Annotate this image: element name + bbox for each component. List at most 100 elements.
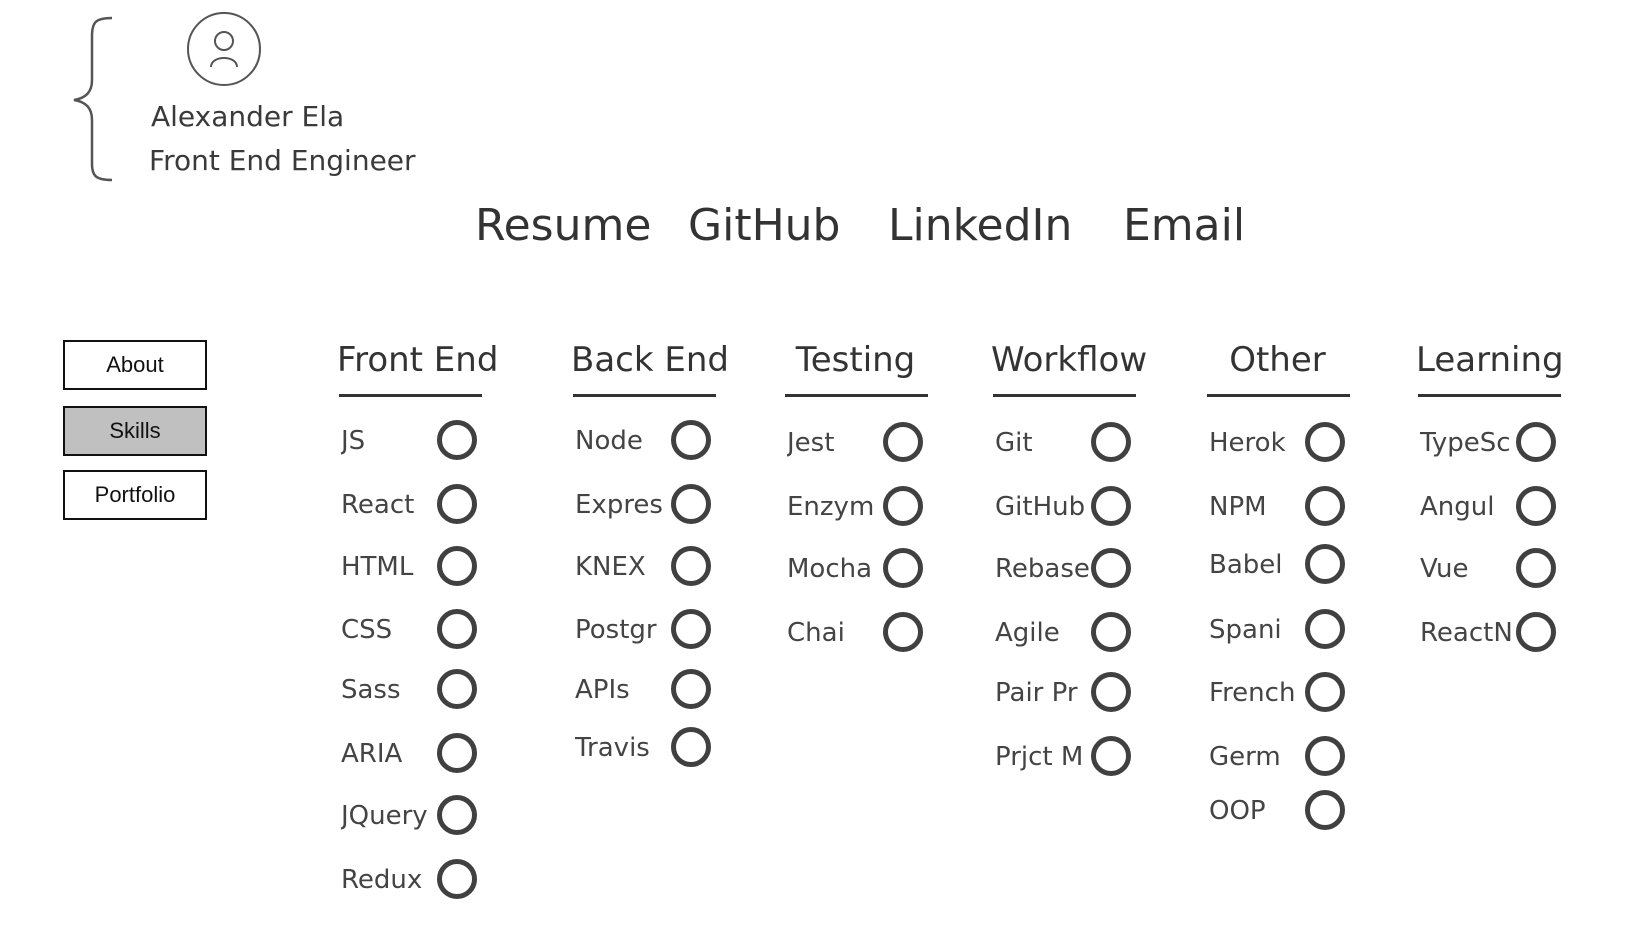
skills-button[interactable]: Skills	[63, 406, 207, 456]
skill-label: Prjct M	[995, 742, 1084, 772]
radio-circle-icon[interactable]	[1305, 609, 1345, 649]
skill-label: Node	[575, 426, 643, 456]
radio-circle-icon[interactable]	[883, 548, 923, 588]
radio-circle-icon[interactable]	[1091, 672, 1131, 712]
radio-circle-icon[interactable]	[437, 420, 477, 460]
skill-row: Babel	[1209, 542, 1359, 586]
skill-label: GitHub	[995, 492, 1086, 522]
radio-circle-icon[interactable]	[1091, 548, 1131, 588]
radio-circle-icon[interactable]	[671, 609, 711, 649]
skill-label: React	[341, 490, 415, 520]
radio-circle-icon[interactable]	[1305, 486, 1345, 526]
skill-label: Chai	[787, 618, 845, 648]
skill-row: Angul	[1420, 484, 1570, 528]
radio-circle-icon[interactable]	[671, 546, 711, 586]
radio-circle-icon[interactable]	[671, 669, 711, 709]
column-title: Workflow	[991, 340, 1148, 380]
curly-brace-icon	[73, 16, 113, 182]
nav-link-resume[interactable]: Resume	[475, 200, 652, 251]
column-underline	[339, 394, 482, 397]
skill-row: OOP	[1209, 788, 1359, 832]
skill-row: React	[341, 482, 491, 526]
skill-label: Vue	[1420, 554, 1469, 584]
column-underline	[573, 394, 716, 397]
skill-row: Postgr	[575, 607, 725, 651]
skill-label: Sass	[341, 675, 401, 705]
column-underline	[1207, 394, 1350, 397]
skill-row: HTML	[341, 544, 491, 588]
skill-row: NPM	[1209, 484, 1359, 528]
skill-label: Germ	[1209, 742, 1281, 772]
skill-row: Vue	[1420, 546, 1570, 590]
radio-circle-icon[interactable]	[1516, 422, 1556, 462]
skill-label: KNEX	[575, 552, 646, 582]
radio-circle-icon[interactable]	[437, 795, 477, 835]
skill-row: Sass	[341, 667, 491, 711]
column-title: Learning	[1416, 340, 1564, 380]
profile-name: Alexander Ela	[151, 100, 345, 133]
nav-link-email[interactable]: Email	[1123, 200, 1246, 251]
radio-circle-icon[interactable]	[1305, 790, 1345, 830]
radio-circle-icon[interactable]	[1516, 548, 1556, 588]
radio-circle-icon[interactable]	[437, 484, 477, 524]
skill-row: ReactN	[1420, 610, 1570, 654]
skill-label: Enzym	[787, 492, 875, 522]
radio-circle-icon[interactable]	[1305, 422, 1345, 462]
user-icon	[210, 31, 238, 68]
top-nav: Resume GitHub LinkedIn Email	[475, 200, 1255, 260]
skill-label: Herok	[1209, 428, 1286, 458]
skill-label: JQuery	[341, 801, 428, 831]
column-underline	[993, 394, 1136, 397]
radio-circle-icon[interactable]	[1091, 422, 1131, 462]
radio-circle-icon[interactable]	[1091, 736, 1131, 776]
skill-row: Spani	[1209, 607, 1359, 651]
skill-row: JQuery	[341, 793, 491, 837]
avatar	[187, 12, 261, 86]
skill-row: Agile	[995, 610, 1145, 654]
column-title: Other	[1229, 340, 1326, 380]
radio-circle-icon[interactable]	[1091, 486, 1131, 526]
column-title: Front End	[337, 340, 499, 380]
radio-circle-icon[interactable]	[1516, 486, 1556, 526]
radio-circle-icon[interactable]	[883, 486, 923, 526]
radio-circle-icon[interactable]	[671, 484, 711, 524]
radio-circle-icon[interactable]	[883, 422, 923, 462]
nav-link-linkedin[interactable]: LinkedIn	[888, 200, 1073, 251]
skill-label: Expres	[575, 490, 663, 520]
skill-label: TypeSc	[1420, 428, 1511, 458]
nav-link-github[interactable]: GitHub	[688, 200, 841, 251]
radio-circle-icon[interactable]	[1516, 612, 1556, 652]
skill-row: GitHub	[995, 484, 1145, 528]
skill-label: ReactN	[1420, 618, 1513, 648]
skill-label: CSS	[341, 615, 393, 645]
skill-row: ARIA	[341, 731, 491, 775]
radio-circle-icon[interactable]	[883, 612, 923, 652]
radio-circle-icon[interactable]	[437, 733, 477, 773]
portfolio-button[interactable]: Portfolio	[63, 470, 207, 520]
skill-row: Herok	[1209, 420, 1359, 464]
skill-label: Babel	[1209, 550, 1283, 580]
skill-row: CSS	[341, 607, 491, 651]
radio-circle-icon[interactable]	[437, 546, 477, 586]
about-button[interactable]: About	[63, 340, 207, 390]
radio-circle-icon[interactable]	[437, 669, 477, 709]
skill-row: Rebase	[995, 546, 1145, 590]
radio-circle-icon[interactable]	[1091, 612, 1131, 652]
radio-circle-icon[interactable]	[1305, 672, 1345, 712]
skill-row: Expres	[575, 482, 725, 526]
skill-row: Enzym	[787, 484, 937, 528]
skill-label: Jest	[787, 428, 835, 458]
radio-circle-icon[interactable]	[1305, 544, 1345, 584]
skill-label: APIs	[575, 675, 630, 705]
radio-circle-icon[interactable]	[671, 727, 711, 767]
radio-circle-icon[interactable]	[1305, 736, 1345, 776]
skill-label: Travis	[575, 733, 650, 763]
skill-label: Pair Pr	[995, 678, 1078, 708]
radio-circle-icon[interactable]	[437, 609, 477, 649]
radio-circle-icon[interactable]	[437, 859, 477, 899]
skill-row: Node	[575, 418, 725, 462]
skill-label: HTML	[341, 552, 414, 582]
skill-row: Germ	[1209, 734, 1359, 778]
radio-circle-icon[interactable]	[671, 420, 711, 460]
skill-row: JS	[341, 418, 491, 462]
